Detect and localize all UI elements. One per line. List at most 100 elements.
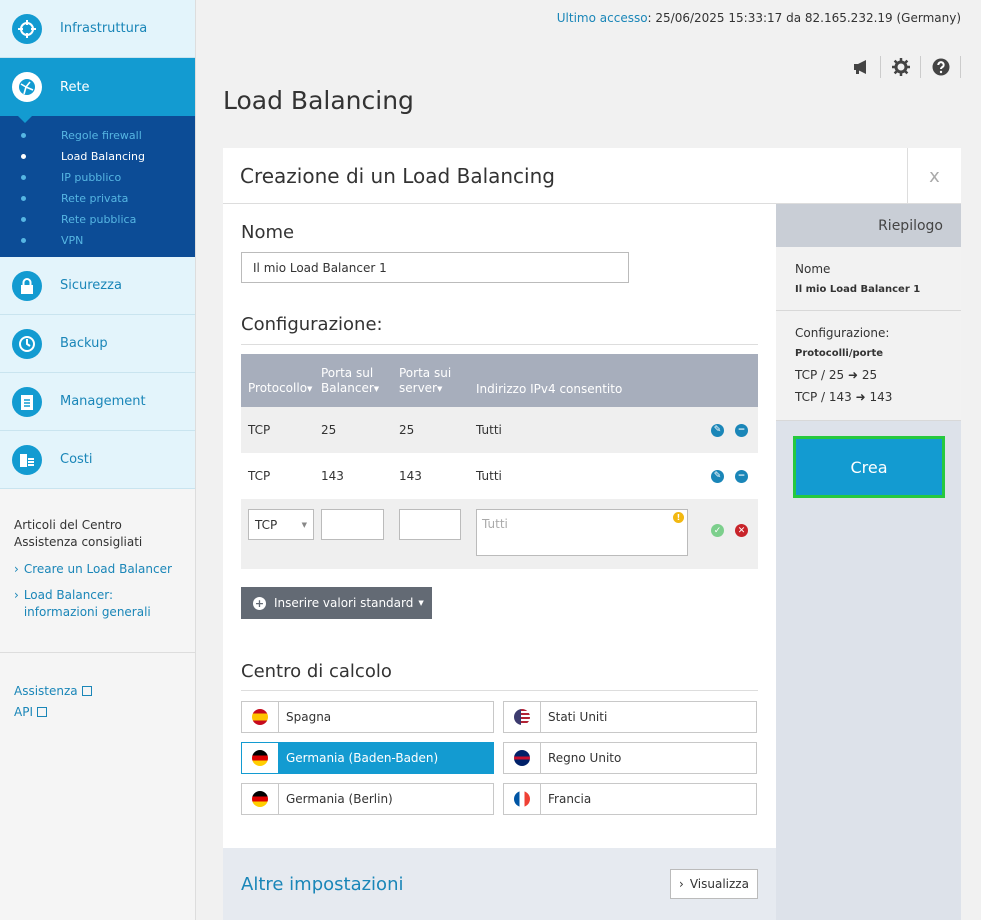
- subnav-item-load-balancing[interactable]: Load Balancing: [0, 146, 195, 167]
- create-panel: Creazione di un Load Balancing x Nome Co…: [223, 148, 961, 920]
- nav-item-backup[interactable]: Backup: [0, 315, 195, 373]
- confirm-icon[interactable]: ✓: [711, 524, 724, 537]
- help-articles: Articoli del Centro Assistenza consiglia…: [0, 489, 195, 653]
- panel-title: Creazione di un Load Balancing: [240, 163, 555, 188]
- remove-icon[interactable]: −: [735, 469, 748, 483]
- page-title: Load Balancing: [223, 86, 414, 115]
- lock-icon: [12, 270, 42, 301]
- subnav-item-vpn[interactable]: VPN: [0, 230, 195, 251]
- megaphone-icon[interactable]: [841, 56, 881, 78]
- summary-title: Riepilogo: [776, 204, 961, 247]
- server-port-input[interactable]: [399, 509, 461, 540]
- cell-balancer-port: 25: [321, 423, 337, 437]
- nav-label: Rete: [60, 79, 90, 95]
- balancer-port-input[interactable]: [321, 509, 384, 540]
- help-link-label: Load Balancer: informazioni generali: [23, 588, 151, 619]
- datacenter-stati-uniti[interactable]: Stati Uniti: [503, 701, 757, 733]
- chevron-right-icon: ›: [14, 588, 19, 602]
- header-porta-server[interactable]: Porta sui server▼: [399, 366, 476, 397]
- subnav-item-rete-privata[interactable]: Rete privata: [0, 188, 195, 209]
- subnav-item-ip-pubblico[interactable]: IP pubblico: [0, 167, 195, 188]
- datacenter-label: Francia: [548, 792, 592, 806]
- name-input[interactable]: [241, 252, 629, 283]
- button-label: Inserire valori standard: [274, 596, 414, 610]
- panel-main: Nome Configurazione: Protocollo▼ Porta s…: [223, 204, 776, 848]
- flag-germany-icon: [242, 784, 279, 814]
- help-icon[interactable]: [921, 56, 961, 78]
- view-button[interactable]: › Visualizza: [670, 869, 758, 899]
- other-settings-title[interactable]: Altre impostazioni: [241, 873, 404, 895]
- bottom-links: Assistenza API: [0, 653, 195, 751]
- datacenter-germania-berlin[interactable]: Germania (Berlin): [241, 783, 494, 815]
- help-link-info[interactable]: › Load Balancer: informazioni generali: [14, 587, 181, 621]
- datacenter-regno-unito[interactable]: Regno Unito: [503, 742, 757, 774]
- datacenter-francia[interactable]: Francia: [503, 783, 757, 815]
- subnav-item-firewall[interactable]: Regole firewall: [0, 125, 195, 146]
- datacenter-grid: Spagna Stati Uniti Germania (Baden-Baden…: [241, 701, 758, 815]
- nav-label: Infrastruttura: [60, 21, 148, 36]
- config-section-title: Configurazione:: [241, 314, 758, 345]
- edit-icon[interactable]: ✎: [711, 469, 724, 483]
- infrastructure-icon: [12, 13, 42, 44]
- datacenter-label: Germania (Baden-Baden): [286, 751, 439, 765]
- summary-name: Nome Il mio Load Balancer 1: [776, 247, 961, 311]
- bullet-icon: [21, 175, 26, 180]
- nav-item-sicurezza[interactable]: Sicurezza: [0, 257, 195, 315]
- last-access-label[interactable]: Ultimo accesso: [556, 11, 648, 25]
- gear-icon[interactable]: [881, 56, 921, 78]
- summary-value: Il mio Load Balancer 1: [795, 284, 921, 295]
- datacenter-germania-baden-baden[interactable]: Germania (Baden-Baden): [241, 742, 494, 774]
- other-settings: Altre impostazioni › Visualizza: [223, 848, 776, 920]
- sort-caret-icon: ▼: [437, 385, 443, 393]
- insert-standard-values-button[interactable]: + Inserire valori standard ▼: [241, 587, 432, 619]
- summary-value: Protocolli/porte: [795, 348, 884, 359]
- ipv4-input[interactable]: Tutti!: [476, 509, 688, 556]
- cancel-icon[interactable]: ✕: [735, 524, 748, 537]
- summary-line: TCP / 25 ➜ 25: [795, 368, 878, 382]
- bullet-icon: [21, 217, 26, 222]
- summary-line: TCP / 143 ➜ 143: [795, 390, 893, 404]
- cell-server-port: 143: [399, 469, 422, 483]
- header-protocollo[interactable]: Protocollo▼: [241, 381, 321, 397]
- table-row: TCP 143 143 Tutti ✎ −: [241, 453, 758, 499]
- nav-item-management[interactable]: Management: [0, 373, 195, 431]
- cell-protocol: TCP: [248, 423, 271, 437]
- config-table: Protocollo▼ Porta sul Balancer▼ Porta sui…: [241, 354, 758, 569]
- flag-usa-icon: [504, 702, 541, 732]
- datacenter-spagna[interactable]: Spagna: [241, 701, 494, 733]
- header-label: Balancer: [321, 381, 374, 395]
- plus-icon: +: [253, 596, 266, 610]
- header-ipv4: Indirizzo IPv4 consentito: [476, 382, 623, 396]
- name-section-title: Nome: [241, 222, 295, 243]
- close-button[interactable]: x: [907, 148, 961, 204]
- coins-icon: [12, 444, 42, 475]
- help-link-create[interactable]: › Creare un Load Balancer: [14, 561, 181, 578]
- summary-config: Configurazione: Protocolli/porte TCP / 2…: [776, 311, 961, 421]
- protocol-select[interactable]: TCP ▼: [248, 509, 314, 540]
- create-button[interactable]: Crea: [793, 436, 945, 498]
- edit-icon[interactable]: ✎: [711, 423, 724, 437]
- subnav-item-rete-pubblica[interactable]: Rete pubblica: [0, 209, 195, 230]
- nav-item-infrastruttura[interactable]: Infrastruttura: [0, 0, 195, 58]
- nav-item-rete[interactable]: Rete: [0, 58, 195, 123]
- datacenter-section-title: Centro di calcolo: [241, 661, 758, 691]
- button-label: Visualizza: [689, 877, 749, 891]
- ipv4-placeholder: Tutti: [482, 517, 508, 531]
- warning-icon: !: [673, 512, 684, 523]
- table-header: Protocollo▼ Porta sul Balancer▼ Porta sui…: [241, 354, 758, 407]
- datacenter-label: Germania (Berlin): [286, 792, 393, 806]
- summary-label: Nome: [795, 262, 831, 276]
- cell-balancer-port: 143: [321, 469, 344, 483]
- subnav-label: IP pubblico: [61, 171, 122, 184]
- table-row: TCP 25 25 Tutti ✎ −: [241, 407, 758, 453]
- link-api[interactable]: API: [14, 702, 181, 723]
- header-porta-balancer[interactable]: Porta sul Balancer▼: [321, 366, 399, 397]
- external-link-icon: [81, 686, 92, 696]
- link-label: API: [14, 705, 33, 719]
- nav-item-costi[interactable]: Costi: [0, 431, 195, 489]
- remove-icon[interactable]: −: [735, 423, 748, 437]
- cell-ipv4: Tutti: [476, 469, 502, 483]
- subnav-label: Rete privata: [61, 192, 129, 205]
- last-access: Ultimo accesso: 25/06/2025 15:33:17 da 8…: [557, 11, 961, 25]
- link-assistenza[interactable]: Assistenza: [14, 681, 181, 702]
